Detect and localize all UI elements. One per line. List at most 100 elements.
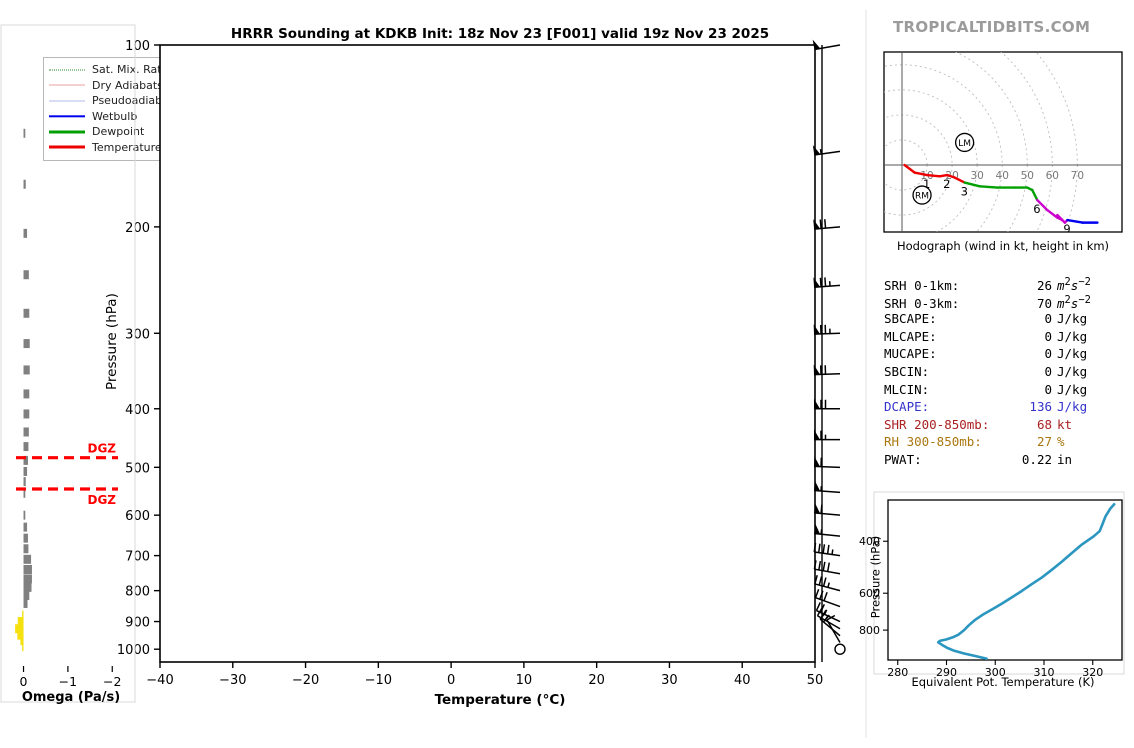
wind-barb <box>814 575 841 592</box>
param-value: 70 <box>1036 295 1052 311</box>
param-name: DCAPE: <box>884 399 930 415</box>
param-row: DCAPE: 136 J/kg <box>884 399 1087 414</box>
param-row: SBCAPE: 0 J/kg <box>884 311 1087 326</box>
pressure-tick: 500 <box>125 461 150 476</box>
param-name: RH 300-850mb: <box>884 434 982 450</box>
hodograph-caption: Hodograph (wind in kt, height in km) <box>896 239 1110 253</box>
pressure-tick: 100 <box>125 39 150 54</box>
omega-bar <box>23 442 29 452</box>
site-watermark: TROPICALTIDBITS.COM <box>893 18 1091 36</box>
thetae-x-tick: 310 <box>1034 666 1055 679</box>
pressure-tick: 700 <box>125 550 150 565</box>
omega-tick: 0 <box>20 674 28 689</box>
param-unit: J/kg <box>1057 346 1088 362</box>
hodograph-trace-segment <box>1046 208 1059 219</box>
wind-barb <box>814 523 841 537</box>
param-row: MLCIN: 0 J/kg <box>884 382 1087 397</box>
page-title: HRRR Sounding at KDKB Init: 18z Nov 23 [… <box>230 26 770 42</box>
omega-bar <box>23 574 32 584</box>
hodograph-height-label: 2 <box>943 177 950 191</box>
legend-item-label: Temperature <box>92 140 162 154</box>
param-unit: J/kg <box>1057 311 1088 327</box>
param-value: 68 <box>1036 416 1052 432</box>
omega-tick: −2 <box>103 674 121 689</box>
hodograph-height-label: 1 <box>923 177 930 191</box>
omega-bar <box>23 455 28 465</box>
thetae-profile <box>936 503 1116 660</box>
wind-barb <box>814 398 840 410</box>
omega-bar <box>22 610 24 620</box>
wind-barb <box>813 542 841 557</box>
pressure-tick: 400 <box>125 403 150 418</box>
omega-bar <box>23 564 32 574</box>
hodograph-trace-segment <box>963 181 981 188</box>
param-name: MLCIN: <box>884 381 930 397</box>
legend-item: Temperature <box>49 140 189 156</box>
param-unit: kt <box>1057 416 1073 432</box>
pressure-tick: 800 <box>125 585 150 600</box>
legend-item-label: Dry Adiabats <box>92 78 163 92</box>
hodograph-trace-segment <box>913 171 929 177</box>
omega-bar <box>23 582 32 592</box>
param-value: 27 <box>1036 434 1052 450</box>
temperature-tick: 20 <box>588 673 605 688</box>
temperature-tick: −10 <box>365 673 392 688</box>
wind-barb <box>815 602 841 623</box>
param-unit: % <box>1057 434 1065 450</box>
param-row: SRH 0-1km: 26 m2s−2 <box>884 276 1091 293</box>
param-value: 136 <box>1029 399 1052 415</box>
param-unit: J/kg <box>1057 328 1088 344</box>
param-name: MUCAPE: <box>884 346 937 362</box>
omega-bar <box>23 591 30 601</box>
hodograph-trace-segment <box>1066 218 1084 224</box>
wind-barb <box>812 39 841 51</box>
thetae-pressure-label: Pressure (hPa) <box>868 535 883 619</box>
omega-bar <box>23 488 26 498</box>
param-unit: J/kg <box>1057 364 1088 379</box>
pressure-axis-label: Pressure (hPa) <box>104 293 120 390</box>
param-unit: m2s−2 <box>1057 293 1091 311</box>
omega-bar <box>23 554 32 564</box>
hodograph-ring-label: 70 <box>1071 170 1084 182</box>
legend-swatch <box>49 111 85 122</box>
thetae-x-tick: 280 <box>887 666 908 679</box>
wind-barb <box>814 429 840 441</box>
param-row: SBCIN: 0 J/kg <box>884 364 1087 379</box>
hodograph-height-label: 9 <box>1063 222 1070 236</box>
hodograph-height-label: 6 <box>1033 202 1040 216</box>
param-name: MLCAPE: <box>884 328 937 344</box>
thetae-x-tick: 320 <box>1082 666 1103 679</box>
storm-motion-label: LM <box>958 139 971 149</box>
hodograph-trace-segment <box>1056 213 1067 224</box>
legend-item: Wetbulb <box>49 109 189 125</box>
legend-item: Dewpoint <box>49 124 189 140</box>
wind-barb <box>813 560 841 575</box>
legend-swatch <box>49 80 85 91</box>
omega-bar <box>23 179 26 189</box>
wind-barb <box>812 145 841 156</box>
thetae-axis-label: Equivalent Pot. Temperature (K) <box>911 675 1095 689</box>
param-value: 0.22 <box>1021 452 1052 467</box>
omega-bar <box>23 339 30 349</box>
pressure-tick: 900 <box>125 616 150 631</box>
omega-bar <box>23 544 29 554</box>
param-value: 0 <box>1044 311 1052 327</box>
hodograph-ring-label: 50 <box>1021 170 1034 182</box>
hodograph-ring-label: 60 <box>1046 170 1059 182</box>
omega-bar <box>23 308 30 318</box>
wind-barb <box>813 324 841 335</box>
omega-bar <box>23 477 26 487</box>
omega-bar <box>23 466 28 476</box>
param-unit: J/kg <box>1057 399 1088 415</box>
thetae-x-tick: 290 <box>936 666 957 679</box>
legend-item-label: Wetbulb <box>92 109 138 123</box>
wind-barb <box>813 456 841 469</box>
omega-bar <box>23 270 29 280</box>
temperature-tick: −30 <box>219 673 246 688</box>
hodograph-trace-segment <box>903 163 916 174</box>
param-value: 26 <box>1036 278 1052 294</box>
wind-barb <box>814 588 841 608</box>
omega-bar <box>23 389 30 399</box>
param-row: PWAT: 0.22 in <box>884 452 1072 467</box>
pressure-tick: 200 <box>125 221 150 236</box>
